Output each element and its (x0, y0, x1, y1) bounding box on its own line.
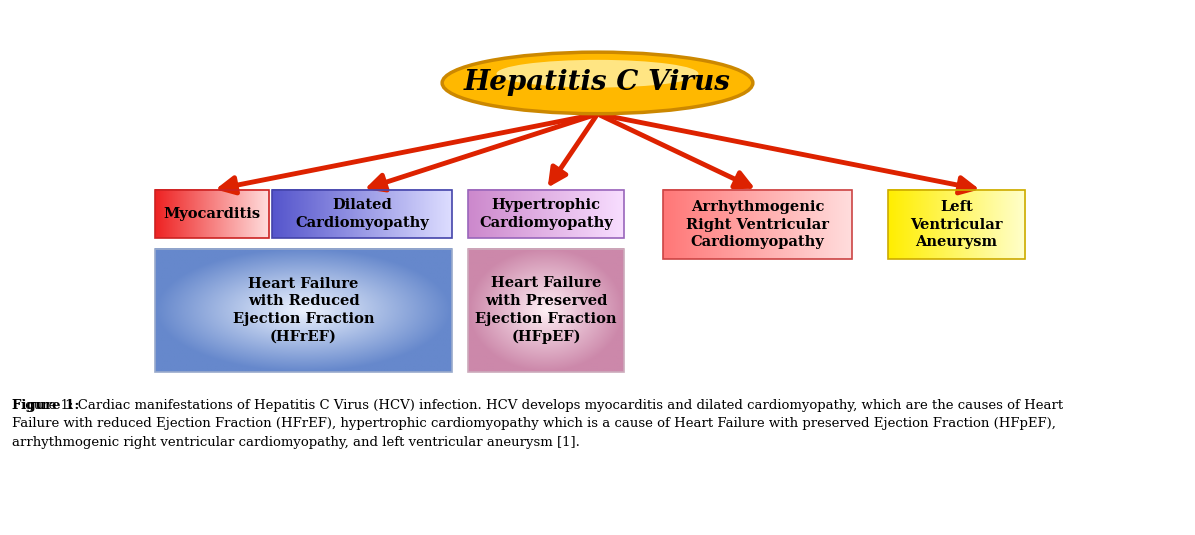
Text: Left
Ventricular
Aneurysm: Left Ventricular Aneurysm (911, 201, 1003, 249)
Text: Arrhythmogenic
Right Ventricular
Cardiomyopathy: Arrhythmogenic Right Ventricular Cardiom… (686, 201, 829, 249)
Ellipse shape (442, 52, 753, 114)
Ellipse shape (497, 60, 698, 88)
Text: Heart Failure
with Reduced
Ejection Fraction
(HFrEF): Heart Failure with Reduced Ejection Frac… (233, 277, 374, 344)
Bar (888, 190, 1025, 259)
Text: Dilated
Cardiomyopathy: Dilated Cardiomyopathy (295, 198, 429, 230)
Bar (155, 190, 269, 238)
Bar (468, 249, 624, 372)
Bar (272, 190, 452, 238)
Text: Figure 1:: Figure 1: (12, 399, 79, 411)
Text: Heart Failure
with Preserved
Ejection Fraction
(HFpEF): Heart Failure with Preserved Ejection Fr… (476, 276, 617, 345)
Text: Hepatitis C Virus: Hepatitis C Virus (464, 70, 731, 96)
Bar (468, 190, 624, 238)
Bar (155, 249, 452, 372)
Text: Hypertrophic
Cardiomyopathy: Hypertrophic Cardiomyopathy (479, 198, 613, 230)
Bar (663, 190, 852, 259)
Text: Figure 1: Cardiac manifestations of Hepatitis C Virus (HCV) infection. HCV devel: Figure 1: Cardiac manifestations of Hepa… (12, 399, 1064, 448)
Text: Myocarditis: Myocarditis (164, 207, 261, 221)
